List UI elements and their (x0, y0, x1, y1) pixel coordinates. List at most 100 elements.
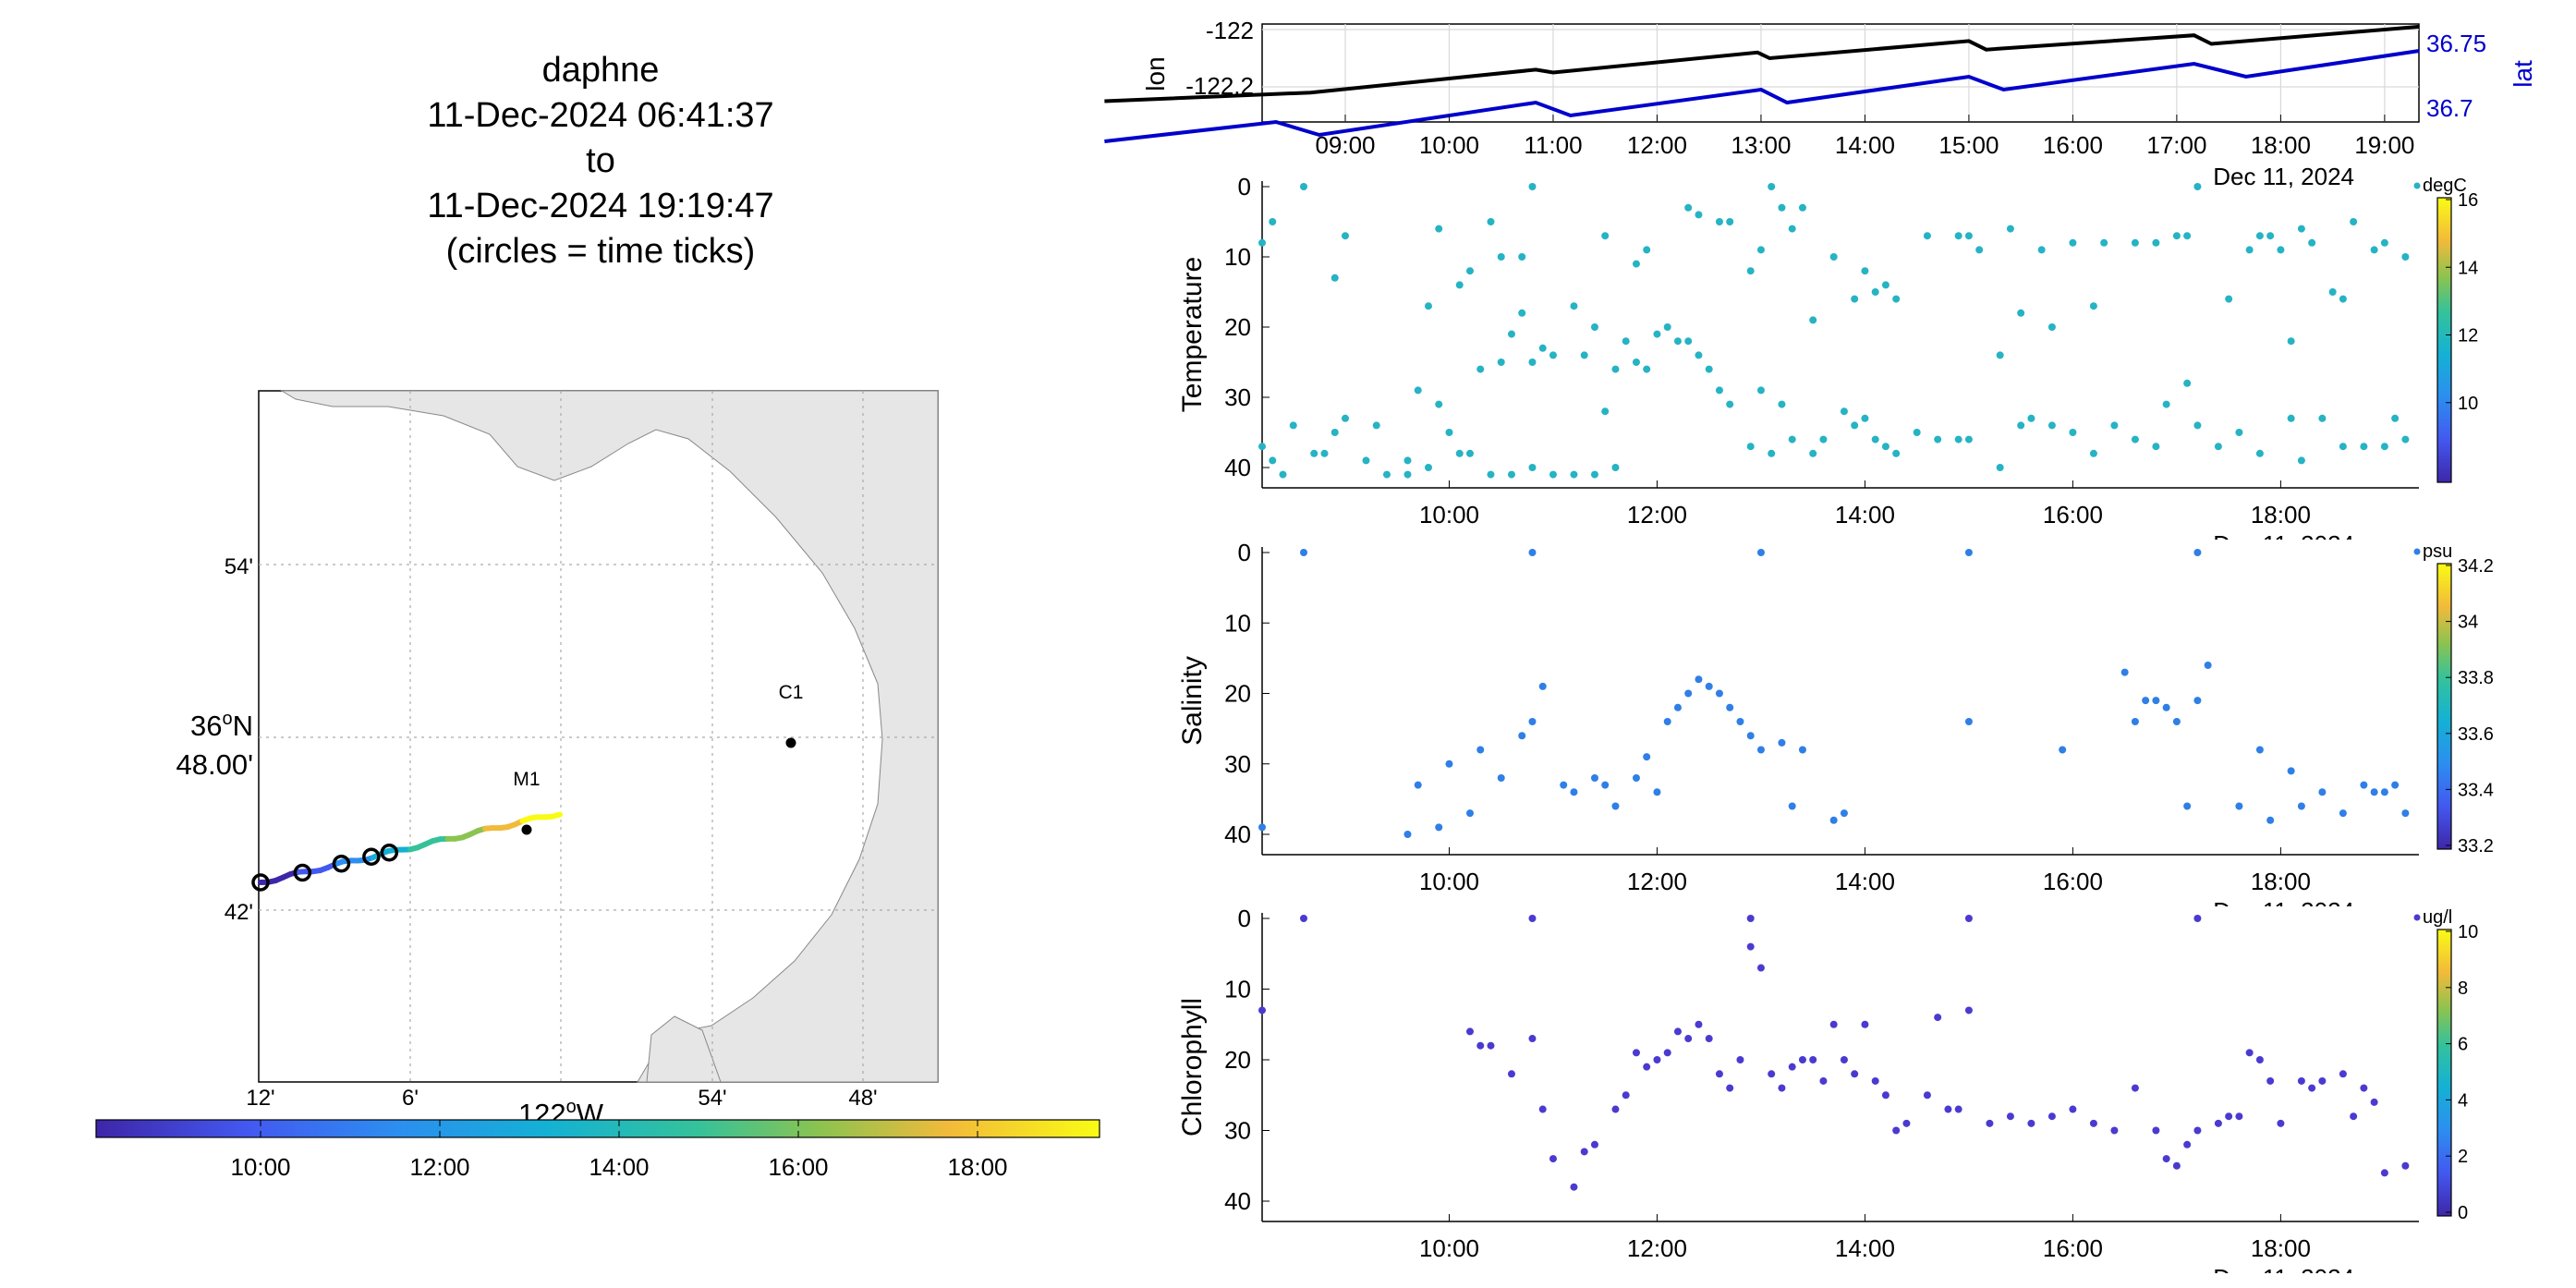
colorbar-tick-1800: 18:00 (947, 1153, 1007, 1181)
track-segment (549, 811, 563, 820)
x-tick-label: 12:00 (1627, 1234, 1687, 1262)
temperature-point (1320, 449, 1329, 457)
lat-axis-label: lat (2509, 60, 2537, 88)
chlorophyll-point (1465, 1027, 1474, 1036)
chlorophyll-point (1934, 1014, 1942, 1022)
temperature-point (1549, 470, 1557, 479)
map-grid (259, 391, 938, 1082)
chlorophyll-point (1746, 915, 1755, 922)
salinity-point (2193, 697, 2202, 705)
chlorophyll-colorbar (2436, 929, 2452, 1217)
chlorophyll-point (1944, 1105, 1952, 1113)
salinity-point (1964, 718, 1973, 725)
x-tick-label: 13:00 (1731, 131, 1791, 159)
chlorophyll-point (2235, 1112, 2243, 1121)
temperature-point (1435, 225, 1443, 233)
temperature-point (1611, 464, 1620, 471)
temperature-point (1809, 449, 1817, 457)
temperature-point (1570, 302, 1578, 310)
salinity-point (2287, 767, 2295, 775)
temperature-point (2235, 429, 2243, 436)
salinity-axis-label: Salinity (1177, 656, 1208, 746)
chlorophyll-point (2089, 1119, 2097, 1127)
temperature-point (2245, 246, 2254, 254)
salinity-unit-marker (2413, 548, 2421, 555)
salinity-point (1465, 809, 1474, 818)
temperature-point (1601, 407, 1610, 416)
temperature-point (1269, 456, 1277, 465)
colorbar-tick-label: 0 (2458, 1203, 2468, 1223)
temperature-point (1507, 470, 1515, 479)
track-map: 54' 36oN 48.00' 42' 12' 6' 54' 48' 122oW… (95, 390, 1100, 1181)
temperature-point (1673, 337, 1682, 346)
temperature-point (1663, 323, 1671, 331)
chlorophyll-point (1507, 1070, 1515, 1078)
x-tick-label: 14:00 (1835, 868, 1895, 895)
temperature-point (1788, 225, 1796, 233)
temperature-point (1881, 443, 1889, 451)
chlorophyll-point (2110, 1126, 2119, 1135)
temperature-point (1382, 470, 1391, 479)
temperature-point (2037, 246, 2046, 254)
chlorophyll-point (1643, 1063, 1651, 1071)
temperature-point (1570, 470, 1578, 479)
temperature-point (2360, 443, 2368, 451)
chlorophyll-point (1798, 1056, 1806, 1063)
chlorophyll-point (1756, 964, 1765, 972)
chlorophyll-point (1840, 1056, 1848, 1063)
temperature-point (1528, 183, 1537, 190)
point-land (646, 1015, 722, 1083)
chlorophyll-point (1986, 1119, 1994, 1127)
salinity-point (1518, 732, 1526, 740)
chlorophyll-point (2360, 1084, 2368, 1092)
y-tick-label: 0 (1238, 173, 1251, 200)
temperature-point (1424, 464, 1432, 471)
chlorophyll-point (1778, 1084, 1786, 1092)
temperature-point (1455, 281, 1464, 289)
temperature-point (2069, 429, 2077, 436)
y-tick-label: 30 (1224, 1117, 1251, 1145)
temperature-point (1768, 183, 1776, 190)
y-tick-label: 0 (1238, 539, 1251, 566)
chlorophyll-point (1726, 1084, 1734, 1092)
temperature-point (1538, 344, 1547, 352)
chlorophyll-point (2027, 1119, 2035, 1127)
colorbar-tick-label: 34 (2458, 613, 2478, 633)
temperature-point (1414, 386, 1422, 395)
lon-tick-6: 6' (402, 1086, 419, 1111)
temperature-point (1258, 238, 1266, 247)
chlorophyll-point (2069, 1105, 2077, 1113)
chlorophyll-point (1476, 1041, 1485, 1050)
temperature-date-label: Dec 11, 2024 (2213, 530, 2354, 558)
temperature-point (1653, 330, 1661, 338)
temperature-point (1840, 407, 1848, 416)
lat-tick-bottom: 36.7 (2426, 94, 2473, 122)
chlorophyll-point (2380, 1169, 2388, 1177)
colorbar-tick-label: 33.8 (2458, 668, 2494, 688)
chlorophyll-point (2401, 1161, 2410, 1170)
chlorophyll-point (1871, 1076, 1879, 1085)
salinity-point (1756, 549, 1765, 556)
y-tick-label: 10 (1224, 609, 1251, 637)
start-time: 11-Dec-2024 06:41:37 (427, 96, 774, 135)
chlorophyll-point (1954, 1105, 1962, 1113)
time-tick-circle (380, 844, 399, 862)
temperature-point (1705, 365, 1713, 373)
colorbar-tick-label: 10 (2458, 922, 2478, 942)
temperature-point (1809, 316, 1817, 324)
chlorophyll-point (1861, 1020, 1869, 1028)
temperature-point (2183, 232, 2192, 240)
chlorophyll-point (2339, 1070, 2347, 1078)
chlorophyll-point (1695, 1020, 1703, 1028)
chlorophyll-point (2183, 1140, 2192, 1148)
chlorophyll-point (1528, 1035, 1537, 1043)
chlorophyll-point (1673, 1027, 1682, 1036)
platform-name: daphne (541, 51, 660, 90)
x-tick-label: 16:00 (2043, 868, 2103, 895)
temperature-point (2297, 225, 2305, 233)
temperature-point (1643, 365, 1651, 373)
lat-tick-top: 36.75 (2426, 30, 2486, 57)
salinity-point (1788, 802, 1796, 810)
temperature-unit-marker (2413, 182, 2421, 189)
temperature-point (1258, 443, 1266, 451)
